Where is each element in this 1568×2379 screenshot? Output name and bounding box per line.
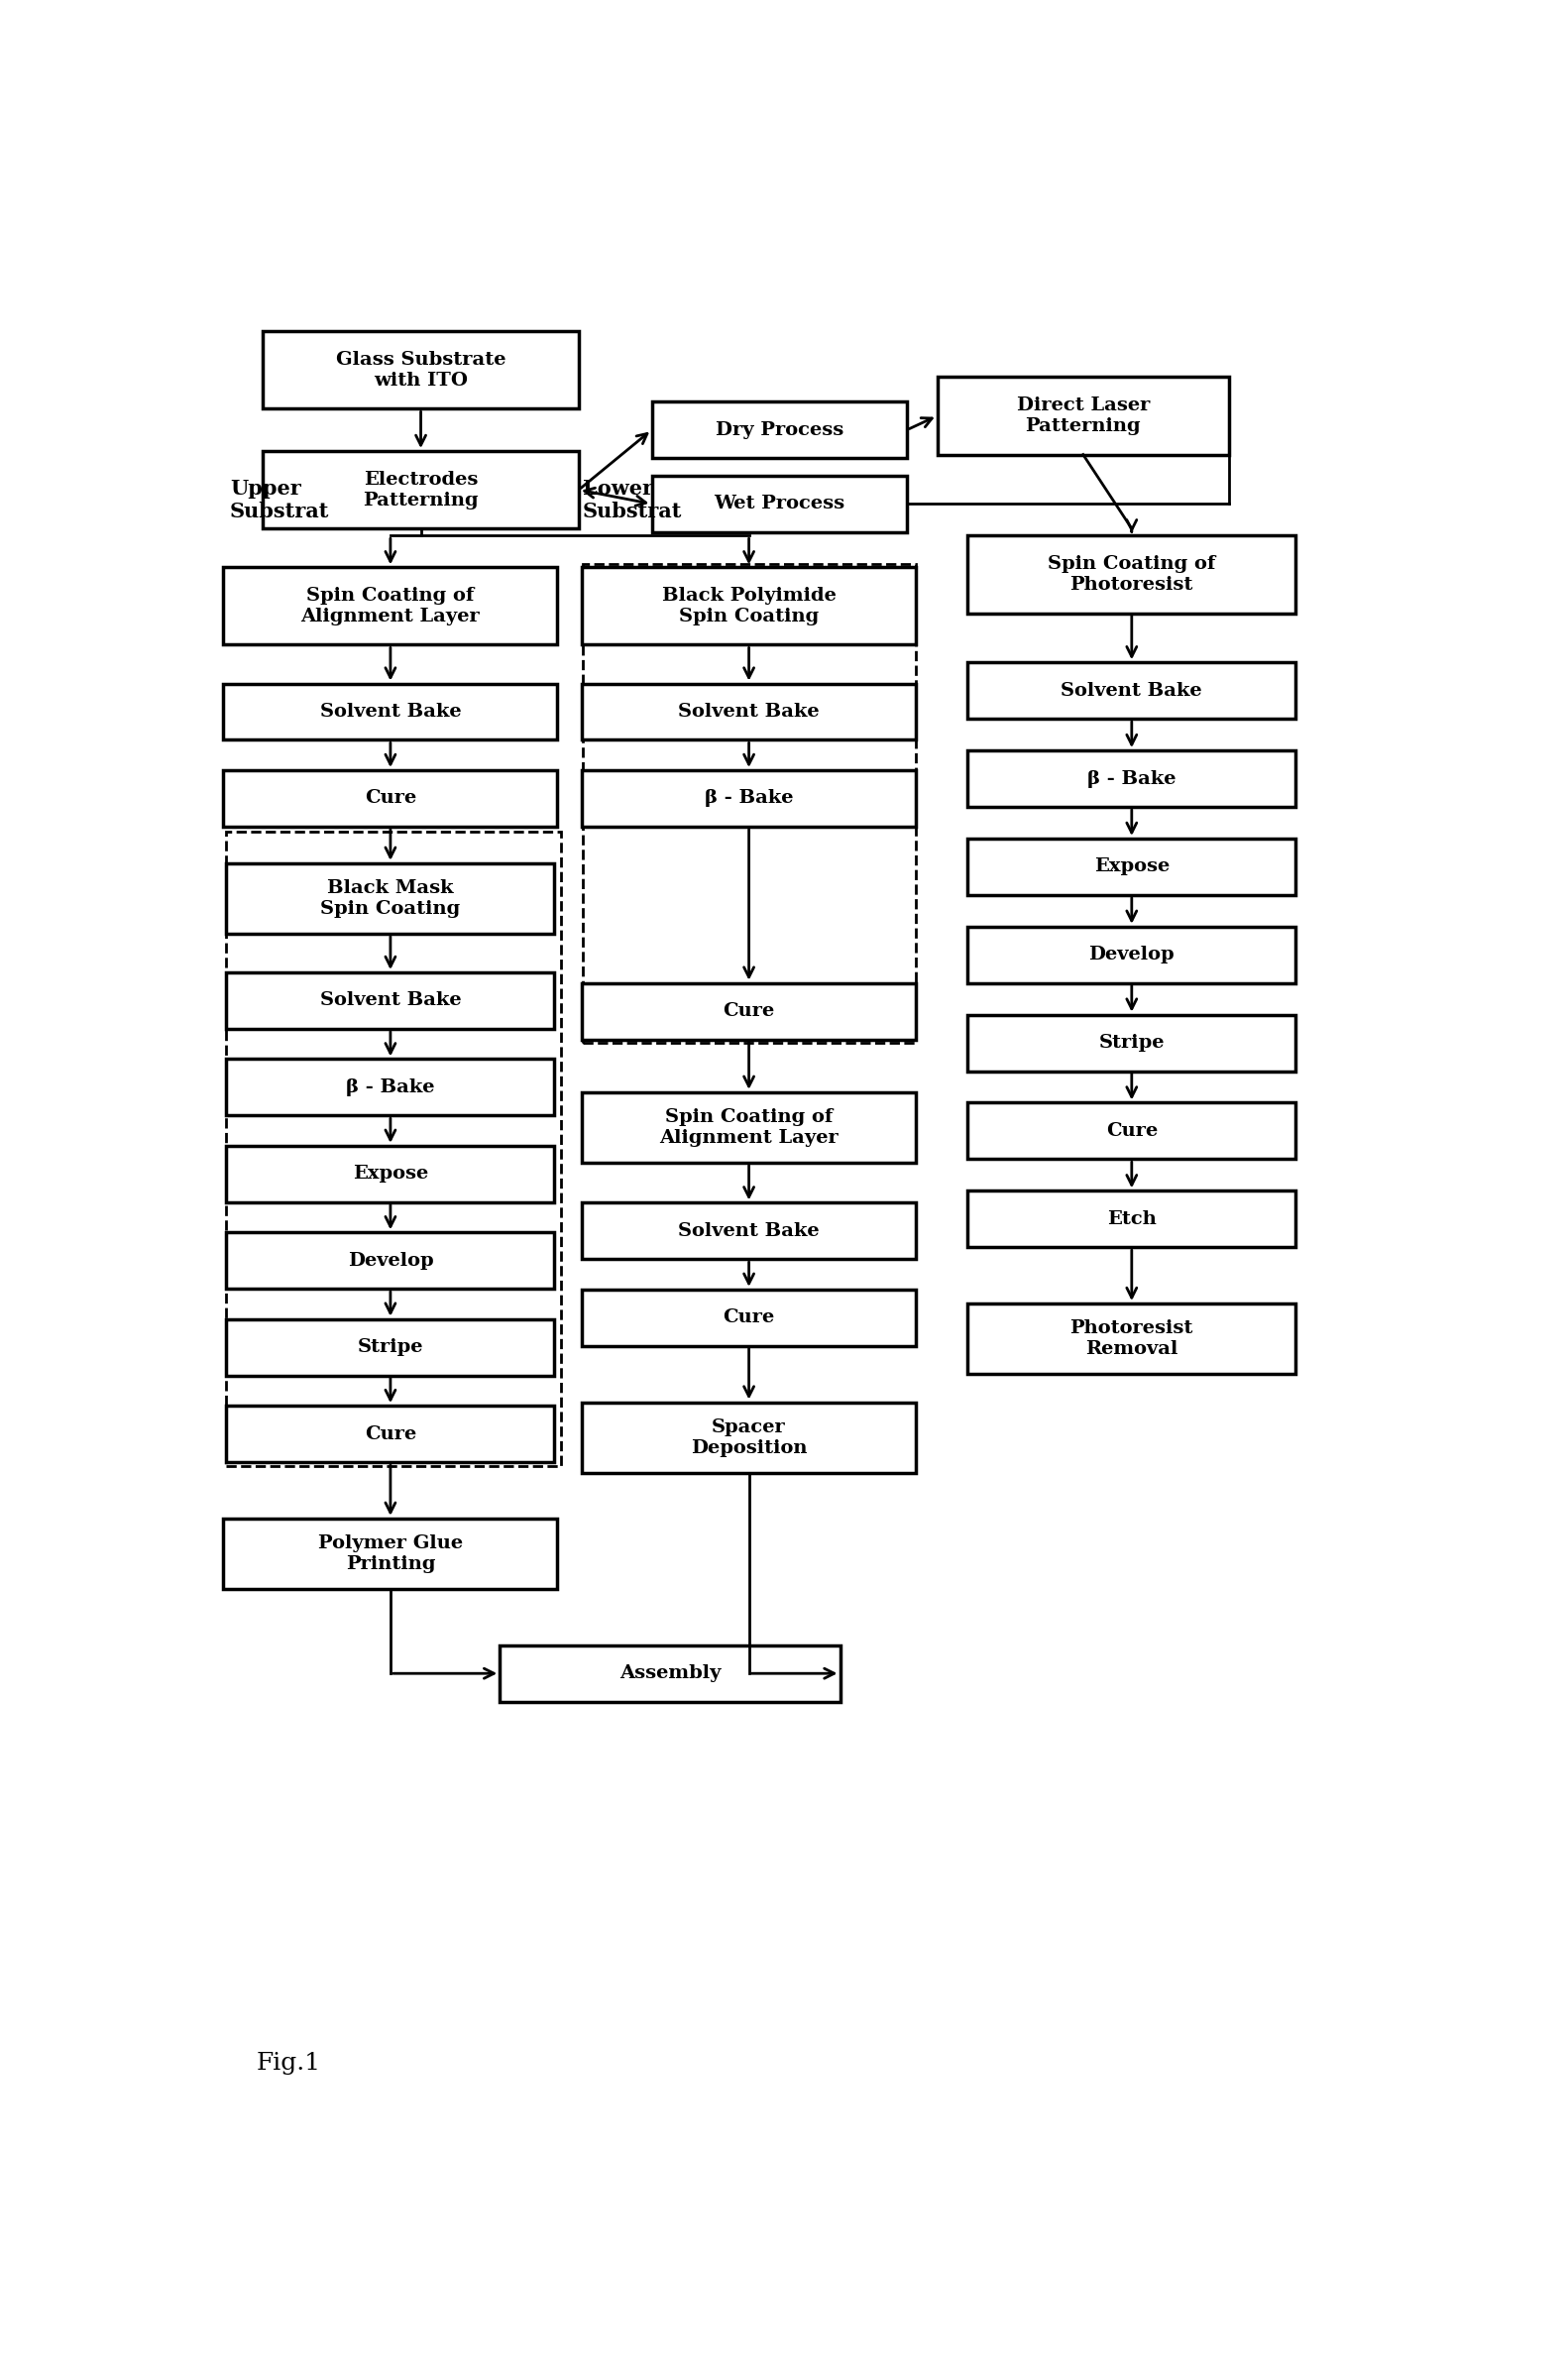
- FancyBboxPatch shape: [582, 771, 916, 826]
- Text: Spacer
Deposition: Spacer Deposition: [690, 1418, 808, 1456]
- Text: Spin Coating of
Photoresist: Spin Coating of Photoresist: [1047, 554, 1215, 595]
- Text: Spin Coating of
Alignment Layer: Spin Coating of Alignment Layer: [301, 588, 480, 626]
- FancyBboxPatch shape: [226, 1232, 555, 1289]
- Text: Develop: Develop: [348, 1251, 433, 1270]
- Text: Photoresist
Removal: Photoresist Removal: [1069, 1320, 1193, 1358]
- Text: Dry Process: Dry Process: [715, 421, 844, 438]
- FancyBboxPatch shape: [223, 683, 558, 740]
- Text: Cure: Cure: [364, 790, 417, 806]
- FancyBboxPatch shape: [223, 566, 558, 645]
- FancyBboxPatch shape: [582, 983, 916, 1040]
- Text: Cure: Cure: [1105, 1123, 1157, 1140]
- Text: Electrodes
Patterning: Electrodes Patterning: [364, 471, 478, 509]
- FancyBboxPatch shape: [582, 683, 916, 740]
- Text: Stripe: Stripe: [358, 1339, 423, 1356]
- FancyBboxPatch shape: [582, 1204, 916, 1258]
- FancyBboxPatch shape: [582, 566, 916, 645]
- FancyBboxPatch shape: [967, 1104, 1295, 1159]
- Text: Black Mask
Spin Coating: Black Mask Spin Coating: [320, 880, 461, 918]
- FancyBboxPatch shape: [967, 1304, 1295, 1375]
- FancyBboxPatch shape: [582, 1401, 916, 1473]
- Text: Upper
Substrat: Upper Substrat: [230, 478, 329, 521]
- Text: Assembly: Assembly: [619, 1665, 721, 1682]
- FancyBboxPatch shape: [226, 1318, 555, 1375]
- FancyBboxPatch shape: [500, 1646, 840, 1701]
- Text: Spin Coating of
Alignment Layer: Spin Coating of Alignment Layer: [659, 1109, 839, 1147]
- Text: β - Bake: β - Bake: [704, 790, 793, 806]
- Text: Solvent Bake: Solvent Bake: [1062, 683, 1203, 699]
- Text: Solvent Bake: Solvent Bake: [320, 992, 461, 1009]
- FancyBboxPatch shape: [263, 331, 579, 409]
- FancyBboxPatch shape: [938, 376, 1229, 454]
- FancyBboxPatch shape: [226, 1059, 555, 1116]
- FancyBboxPatch shape: [582, 1092, 916, 1163]
- FancyBboxPatch shape: [967, 535, 1295, 614]
- Text: Lower
Substrat: Lower Substrat: [582, 478, 682, 521]
- Text: Cure: Cure: [723, 1308, 775, 1327]
- Text: Expose: Expose: [1094, 859, 1170, 875]
- FancyBboxPatch shape: [967, 928, 1295, 983]
- FancyBboxPatch shape: [652, 402, 906, 459]
- Text: Etch: Etch: [1107, 1211, 1157, 1228]
- Text: Wet Process: Wet Process: [713, 495, 845, 514]
- Text: Fig.1: Fig.1: [257, 2053, 321, 2074]
- FancyBboxPatch shape: [226, 864, 555, 933]
- Text: Develop: Develop: [1088, 947, 1174, 963]
- FancyBboxPatch shape: [582, 1289, 916, 1347]
- Text: Black Polyimide
Spin Coating: Black Polyimide Spin Coating: [662, 588, 836, 626]
- Text: Glass Substrate
with ITO: Glass Substrate with ITO: [336, 350, 506, 390]
- Text: β - Bake: β - Bake: [347, 1078, 434, 1097]
- FancyBboxPatch shape: [652, 476, 906, 533]
- Text: Polymer Glue
Printing: Polymer Glue Printing: [318, 1534, 463, 1573]
- Text: Cure: Cure: [364, 1425, 417, 1442]
- Text: Stripe: Stripe: [1099, 1035, 1165, 1052]
- Text: Expose: Expose: [353, 1166, 428, 1182]
- FancyBboxPatch shape: [967, 1192, 1295, 1247]
- FancyBboxPatch shape: [226, 973, 555, 1028]
- Text: Solvent Bake: Solvent Bake: [320, 702, 461, 721]
- FancyBboxPatch shape: [226, 1147, 555, 1201]
- FancyBboxPatch shape: [223, 771, 558, 826]
- FancyBboxPatch shape: [967, 661, 1295, 718]
- Text: Solvent Bake: Solvent Bake: [679, 702, 820, 721]
- FancyBboxPatch shape: [967, 1016, 1295, 1071]
- FancyBboxPatch shape: [226, 1406, 555, 1463]
- Text: Cure: Cure: [723, 1002, 775, 1021]
- FancyBboxPatch shape: [263, 452, 579, 528]
- FancyBboxPatch shape: [967, 837, 1295, 895]
- Text: β - Bake: β - Bake: [1087, 771, 1176, 787]
- FancyBboxPatch shape: [967, 749, 1295, 806]
- Text: Solvent Bake: Solvent Bake: [679, 1223, 820, 1239]
- Text: Direct Laser
Patterning: Direct Laser Patterning: [1016, 397, 1149, 435]
- FancyBboxPatch shape: [223, 1518, 558, 1589]
